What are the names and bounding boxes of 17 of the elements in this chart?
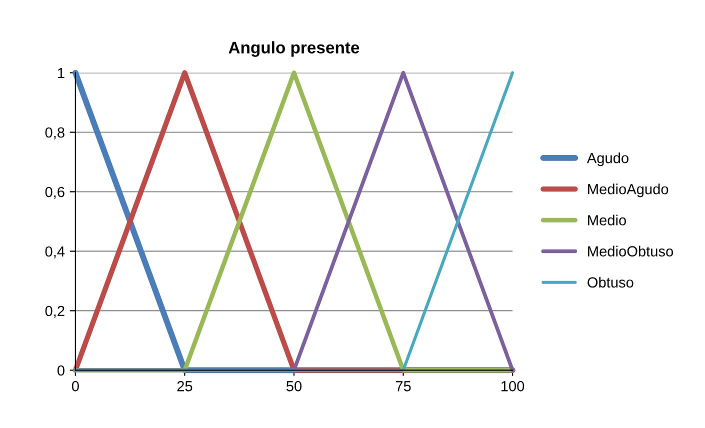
x-tick-label: 25 xyxy=(177,381,192,392)
y-tick-label: 0,2 xyxy=(45,306,64,318)
y-tick-label: 0,4 xyxy=(45,246,65,258)
x-tick-label: 75 xyxy=(396,381,411,392)
legend-label: Medio xyxy=(588,214,626,226)
legend-label: MedioObtuso xyxy=(588,246,674,256)
y-tick-label: 0,6 xyxy=(45,186,64,199)
x-tick-label: 50 xyxy=(286,381,302,392)
legend-label: Obtuso xyxy=(588,276,634,288)
x-tick-label: 0 xyxy=(72,381,79,392)
y-tick-label: 0 xyxy=(57,365,64,376)
y-tick-label: 0,8 xyxy=(45,127,64,140)
y-tick-label: 1 xyxy=(58,68,64,78)
legend-label: MedioAgudo xyxy=(588,184,668,198)
x-tick-label: 100 xyxy=(501,381,524,392)
chart-title: Angulo presente xyxy=(228,41,360,57)
legend-label: Agudo xyxy=(586,152,628,166)
